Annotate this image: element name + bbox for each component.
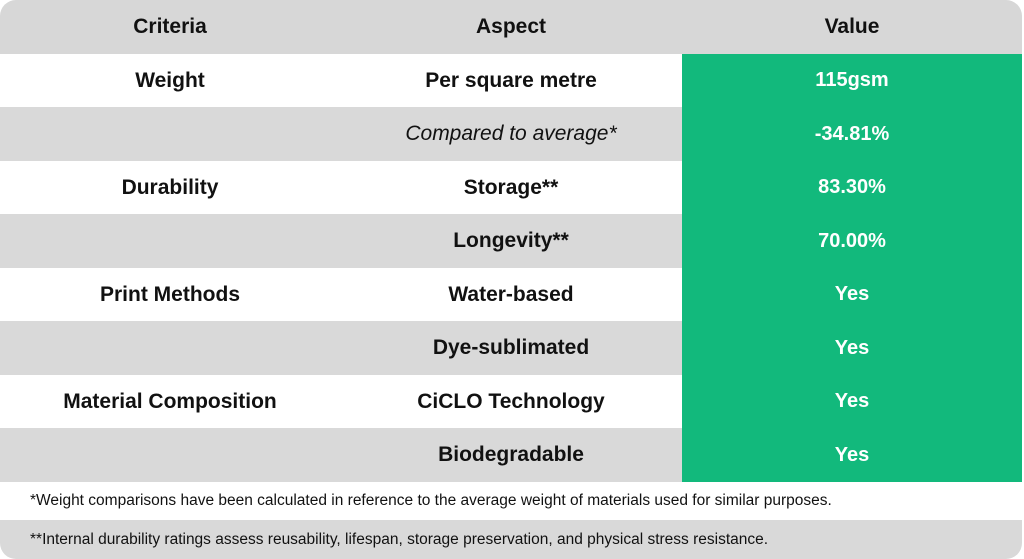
header-aspect: Aspect: [475, 15, 547, 38]
value-row: 83.30%: [682, 161, 1022, 214]
value-cell: Yes: [834, 336, 870, 359]
value-cell: 115gsm: [815, 69, 889, 91]
value-column: 115gsm -34.81% 83.30% 70.00% Yes Yes Yes…: [682, 54, 1022, 482]
header-value: Value: [824, 15, 880, 38]
aspect-cell: Longevity**: [453, 229, 569, 252]
aspect-cell: Biodegradable: [438, 443, 584, 466]
aspect-cell: CiCLO Technology: [417, 389, 605, 413]
value-row: Yes: [682, 428, 1022, 482]
aspect-cell: Per square metre: [425, 68, 597, 92]
value-row: -34.81%: [682, 107, 1022, 161]
value-cell: Yes: [834, 390, 870, 412]
criteria-cell: Weight: [135, 68, 205, 92]
value-row: Yes: [682, 321, 1022, 375]
aspect-cell: Storage**: [463, 175, 559, 199]
value-cell: Yes: [834, 443, 870, 466]
value-row: 70.00%: [682, 214, 1022, 268]
criteria-cell: Material Composition: [63, 389, 277, 413]
aspect-cell: Water-based: [448, 282, 574, 306]
header-criteria: Criteria: [133, 15, 207, 38]
criteria-cell: [0, 107, 340, 161]
value-cell: -34.81%: [814, 122, 890, 145]
value-row: Yes: [682, 375, 1022, 428]
value-row: 115gsm: [682, 54, 1022, 107]
value-row: Yes: [682, 268, 1022, 321]
footnote-durability: **Internal durability ratings assess reu…: [0, 520, 1022, 559]
criteria-cell: [0, 214, 340, 268]
value-cell: Yes: [834, 283, 870, 305]
aspect-cell: Compared to average*: [405, 122, 617, 145]
value-cell: 83.30%: [818, 176, 886, 198]
criteria-cell: [0, 428, 340, 482]
criteria-cell: Print Methods: [100, 282, 240, 306]
footnote-weight: *Weight comparisons have been calculated…: [0, 482, 1022, 520]
criteria-cell: Durability: [121, 175, 219, 199]
criteria-cell: [0, 321, 340, 375]
table-header: Criteria Aspect Value: [0, 0, 1022, 54]
aspect-cell: Dye-sublimated: [432, 336, 590, 359]
value-cell: 70.00%: [818, 229, 886, 252]
